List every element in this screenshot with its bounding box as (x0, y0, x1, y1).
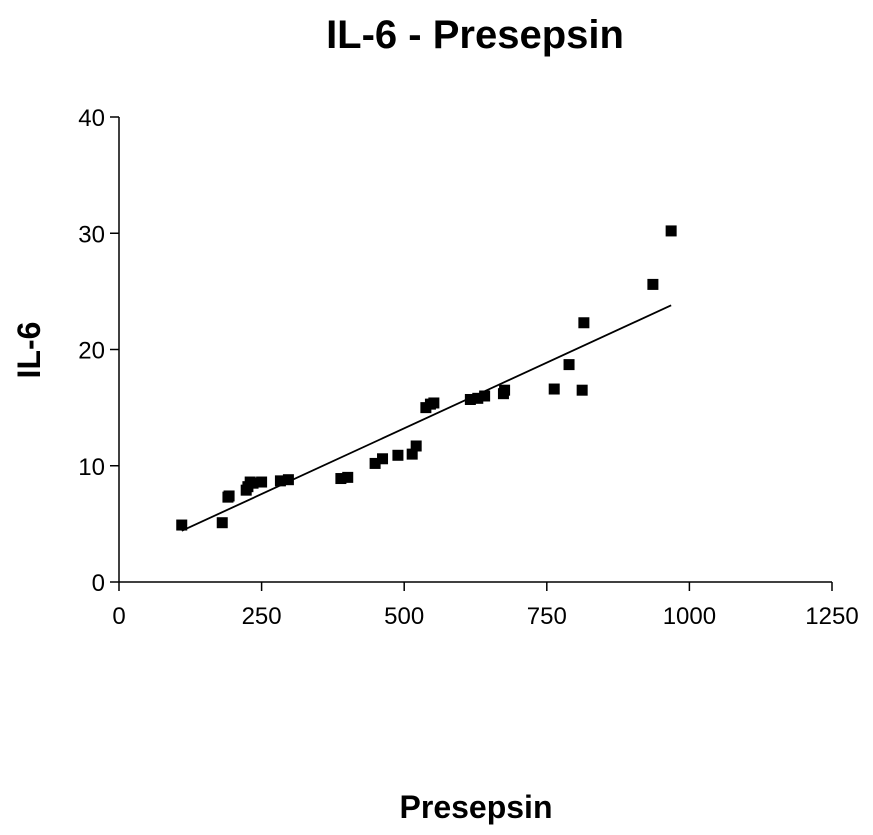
x-tick-label: 500 (384, 603, 424, 630)
data-point (342, 471, 354, 483)
x-tick-label: 0 (112, 603, 125, 630)
data-point (335, 473, 347, 485)
x-tick-label: 1250 (805, 603, 858, 630)
y-tick-label: 20 (78, 338, 105, 365)
data-point (176, 519, 188, 531)
data-point (256, 476, 268, 488)
data-point (369, 457, 381, 469)
data-point (428, 397, 440, 409)
y-tick-label: 10 (78, 454, 105, 481)
data-point (576, 384, 588, 396)
data-point (274, 475, 286, 487)
ticks-layer: 0 250 500 750 1000 1250 0 10 20 30 40 (78, 105, 858, 630)
data-point (282, 474, 294, 486)
x-tick-label: 250 (242, 603, 282, 630)
y-tick-label: 40 (78, 105, 105, 132)
data-point (247, 477, 259, 489)
data-point (563, 359, 575, 371)
data-point (665, 225, 677, 237)
marks-layer (176, 225, 677, 532)
y-axis-label: IL-6 (11, 322, 47, 379)
data-point (479, 390, 491, 402)
chart-title: IL-6 - Presepsin (326, 13, 624, 57)
y-tick-label: 30 (78, 221, 105, 248)
y-tick-label: 0 (92, 570, 105, 597)
data-point (647, 278, 659, 290)
data-point (377, 453, 389, 465)
data-point (392, 449, 404, 461)
data-point (223, 490, 235, 502)
data-point (472, 392, 484, 404)
data-point (548, 383, 560, 395)
data-point (406, 448, 418, 460)
x-axis-label: Presepsin (400, 789, 553, 825)
x-tick-label: 1000 (663, 603, 716, 630)
data-point (499, 384, 511, 396)
data-point (464, 393, 476, 405)
data-point (410, 440, 422, 452)
trendline (181, 304, 672, 532)
data-point (578, 317, 590, 329)
data-point (216, 517, 228, 529)
x-tick-label: 750 (527, 603, 567, 630)
